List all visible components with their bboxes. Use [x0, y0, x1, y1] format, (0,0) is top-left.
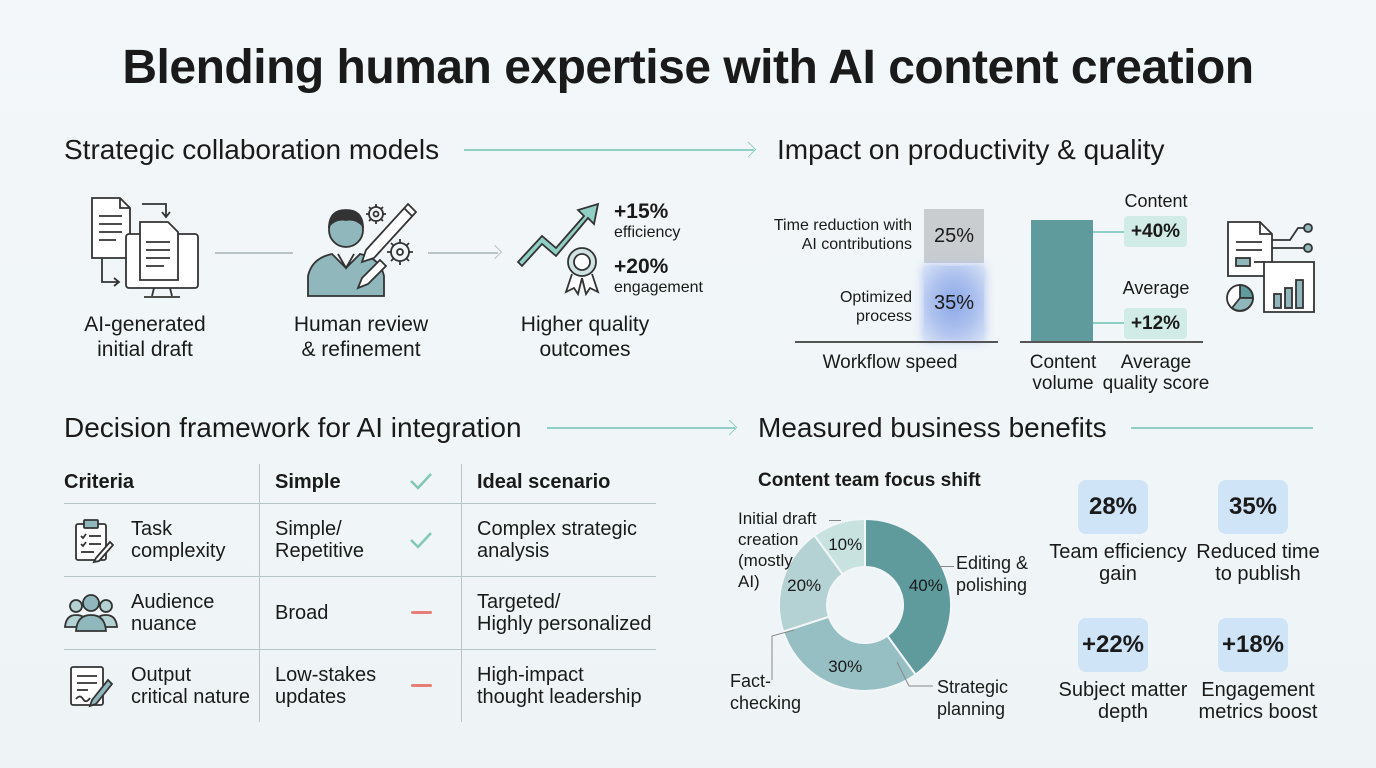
table-cell-criteria: Task complexity [131, 518, 226, 562]
optimized-process-bar-segment: 35% [924, 266, 984, 340]
outcome-stat-value: +15% [614, 200, 669, 223]
kpi-badge: 35% [1218, 480, 1288, 534]
section-connector-arrow-icon [740, 141, 757, 158]
donut-slice-value: 10% [828, 535, 862, 554]
table-cell-simple: Simple/ Repetitive [275, 518, 364, 562]
kpi-label: Engagement metrics boost [1198, 679, 1318, 723]
page-title: Blending human expertise with AI content… [122, 41, 1254, 94]
section-divider-line [1131, 427, 1313, 429]
ai-draft-documents-icon [91, 197, 199, 298]
table-column-divider [259, 464, 260, 722]
quality-growth-icon [516, 202, 600, 297]
slice-label-editing: Editing & polishing [956, 553, 1029, 595]
slice-leader-line [771, 629, 795, 680]
slice-label-fact-checking: Fact- checking [730, 671, 802, 713]
slice-leader-line [829, 520, 841, 521]
section-connector-line [547, 427, 735, 429]
table-header-simple: Simple [275, 471, 341, 493]
section-connector-arrow-icon [721, 419, 738, 436]
slice-label-strategic: Strategic planning [937, 677, 1009, 719]
content-volume-axis-label: Content volume [1029, 352, 1097, 394]
table-cell-ideal: High-impact thought leadership [477, 664, 642, 708]
outcome-stat-label: efficiency [614, 224, 681, 241]
step-label-ai-draft: AI-generated initial draft [84, 313, 206, 361]
kpi-badge: +22% [1078, 618, 1148, 672]
donut-slice [781, 615, 917, 692]
table-cell-ideal: Targeted/ Highly personalized [477, 591, 652, 635]
table-column-divider [461, 464, 462, 722]
table-divider [64, 503, 656, 504]
kpi-badge: +18% [1218, 618, 1288, 672]
donut-slice-value: 30% [828, 657, 862, 676]
table-cell-ideal: Complex strategic analysis [477, 518, 638, 562]
donut-slice [813, 517, 866, 576]
step-connector-arrow-icon [487, 244, 503, 260]
outcome-stat-label: engagement [614, 279, 703, 296]
table-header-ideal: Ideal scenario [477, 471, 611, 493]
content-volume-bar [1031, 220, 1093, 341]
human-review-icon [307, 202, 418, 297]
clipboard-icon [75, 519, 114, 564]
slice-leader-line [938, 566, 954, 567]
time-reduction-bar-segment: 25% [924, 209, 984, 263]
table-header-criteria: Criteria [64, 471, 135, 493]
content-axis-line [1020, 341, 1203, 343]
content-top-label: Content [1124, 191, 1188, 211]
table-cell-criteria: Output critical nature [131, 664, 250, 708]
step-connector-line [215, 252, 293, 254]
audience-icon [64, 594, 118, 632]
kpi-label: Team efficiency gain [1049, 541, 1187, 585]
table-cell-simple: Broad [275, 602, 329, 624]
check-icon [410, 473, 432, 490]
donut-slice [864, 517, 952, 676]
content-increase-badge: +40% [1124, 216, 1187, 247]
dash-icon [411, 611, 432, 614]
workflow-axis-label: Workflow speed [822, 352, 958, 373]
section-heading-impact: Impact on productivity & quality [777, 134, 1165, 165]
kpi-label: Subject matter depth [1058, 679, 1188, 723]
time-reduction-label: Time reduction with AI contributions [773, 217, 912, 253]
section-heading-decision: Decision framework for AI integration [64, 412, 522, 443]
workflow-axis-line [795, 341, 998, 343]
step-label-human-review: Human review & refinement [293, 313, 429, 361]
dash-icon [411, 684, 432, 687]
step-connector-line [428, 252, 498, 254]
focus-shift-donut-chart: 40% 30% 20% 10% [778, 517, 952, 692]
slice-leader-line [896, 661, 933, 687]
section-heading-benefits: Measured business benefits [758, 412, 1107, 443]
section-heading-collaboration: Strategic collaboration models [64, 134, 440, 165]
chart-title: Content team focus shift [758, 470, 981, 491]
content-value-connector [1093, 231, 1125, 233]
table-divider [64, 576, 656, 577]
average-increase-badge: +12% [1124, 308, 1187, 339]
table-cell-simple: Low-stakes updates [275, 664, 377, 708]
slice-label-initial-draft: Initial draft creation (mostly AI) [738, 509, 817, 591]
outcome-stat-value: +20% [614, 255, 669, 278]
table-cell-criteria: Audience nuance [131, 591, 215, 635]
section-connector-line [464, 149, 754, 151]
average-value-connector [1093, 322, 1125, 324]
table-divider [64, 649, 656, 650]
donut-slice-value: 40% [909, 576, 943, 595]
document-pen-icon [70, 666, 114, 708]
donut-slice-value: 20% [787, 576, 821, 595]
check-icon [410, 532, 432, 549]
average-top-label: Average [1122, 278, 1190, 298]
report-analytics-icon [1226, 221, 1315, 313]
kpi-label: Reduced time to publish [1196, 541, 1320, 585]
quality-score-axis-label: Average quality score [1102, 352, 1210, 394]
step-label-quality-outcomes: Higher quality outcomes [520, 313, 650, 361]
kpi-badge: 28% [1078, 480, 1148, 534]
optimized-process-label: Optimized process [839, 289, 912, 325]
